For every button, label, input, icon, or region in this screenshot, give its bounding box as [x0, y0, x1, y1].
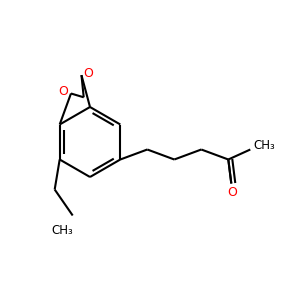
Text: O: O	[227, 186, 237, 199]
Text: O: O	[58, 85, 68, 98]
Text: CH₃: CH₃	[52, 224, 74, 237]
Text: CH₃: CH₃	[254, 139, 275, 152]
Text: O: O	[83, 67, 93, 80]
